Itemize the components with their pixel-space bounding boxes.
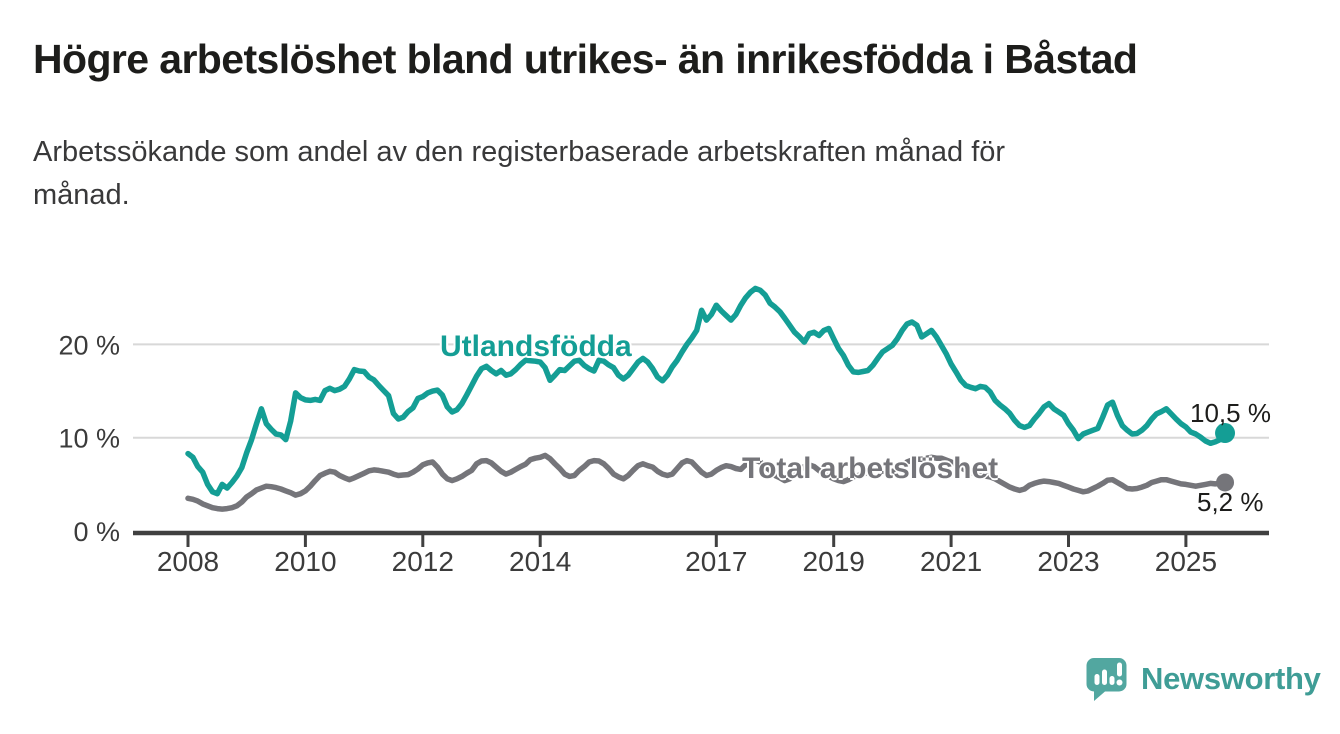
bar-icon-2 [1102,669,1107,685]
x-axis-tick-label: 2019 [803,546,865,577]
total-arbetsloshet-line [185,452,1228,512]
total-arbetsloshet-end-dot [1216,473,1235,492]
end-value-label-utlandsfodda: 10,5 % [1190,398,1271,428]
y-axis-tick-label: 10 % [58,424,120,454]
series-label-utlandsfodda: Utlandsfödda [440,330,632,363]
chart-subtitle: Arbetssökande som andel av den registerb… [33,136,1006,211]
x-axis-tick-label: 2012 [392,546,454,577]
y-axis-tick-label: 0 % [73,517,120,547]
newsworthy-logo-text: Newsworthy [1141,660,1321,696]
bar-icon-1 [1094,674,1100,685]
exclamation-dot-icon [1116,679,1123,686]
utlandsfodda-line [185,285,1228,497]
utlandsfodda-end-dot [1215,423,1236,444]
newsworthy-chart-bubble-icon [1086,658,1127,701]
bar-icon-3 [1109,676,1115,685]
x-axis-tick-label: 2014 [509,546,571,577]
series-label-total-arbetsloshet: Total arbetslöshet [742,452,999,485]
x-axis-tick-label: 2008 [157,546,219,577]
end-value-label-total: 5,2 % [1197,487,1264,517]
x-axis-tick-label: 2017 [685,546,747,577]
page-title: Högre arbetslöshet bland utrikes- än inr… [33,36,1138,82]
newsworthy-logo: Newsworthy [1083,655,1321,702]
x-axis-tick-label: 2025 [1155,546,1217,577]
exclamation-bar-icon [1117,662,1122,677]
x-axis-tick-label: 2010 [274,546,336,577]
y-axis-tick-label: 20 % [58,330,120,360]
x-axis-tick-label: 2023 [1037,546,1099,577]
x-axis-tick-label: 2021 [920,546,982,577]
